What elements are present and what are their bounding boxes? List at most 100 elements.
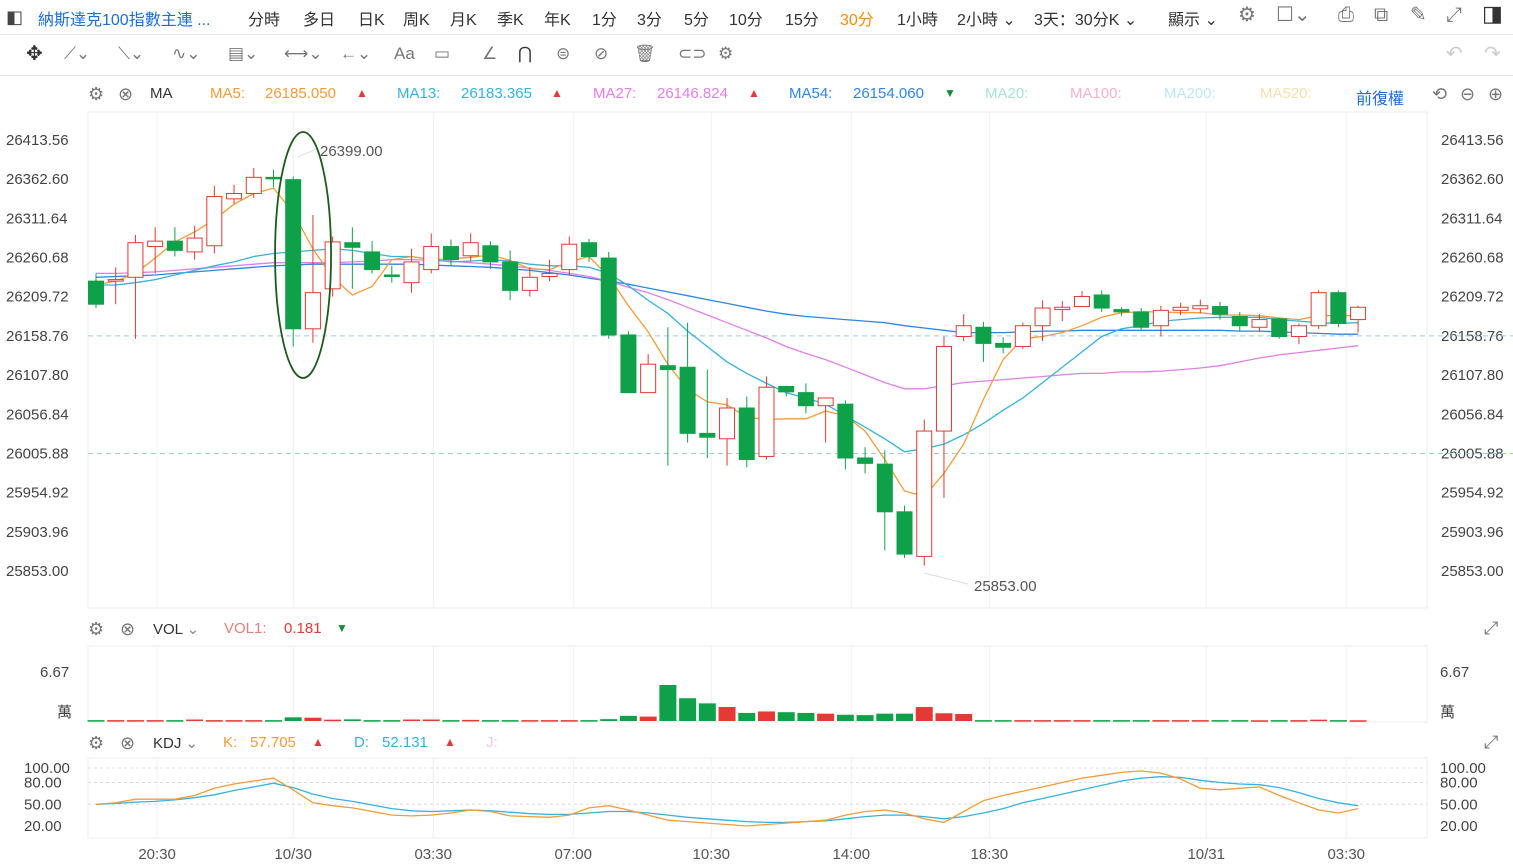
vol-expand-icon[interactable]: ⤢ [1484,618,1499,638]
ma-label: MA54: [789,85,833,102]
candle-body [797,392,814,407]
period-tab[interactable]: 周K [403,12,430,29]
measure-icon[interactable]: ⟷⌄ [284,44,323,63]
instrument-title[interactable]: 納斯達克100指數主連 ... [38,12,211,29]
candle-body [1172,306,1189,311]
volume-bar [935,713,953,721]
kdj-k-line [95,770,1359,827]
volume-bar [1329,720,1347,722]
kdj-expand-icon[interactable]: ⤢ [1484,732,1499,752]
volume-bar [1053,720,1071,722]
volume-bar [343,719,361,721]
pencil-icon[interactable]: ✎ [1410,4,1427,26]
ma-value: 26183.365 [461,85,532,102]
ma-arrow: ▲ [551,86,563,100]
kdj-settings-icon[interactable]: ⚙ [88,733,105,753]
ma-label: MA200: [1164,85,1216,102]
price-tick-left: 26311.64 [6,210,67,227]
trend-line-icon[interactable]: ⟋⌄ [64,44,91,63]
volume-bar [1152,720,1170,722]
volume-bar [245,720,263,722]
display-menu[interactable]: 顯示 ⌄ [1168,12,1218,29]
low-price-label: 25853.00 [974,578,1037,595]
fib-icon[interactable]: ▤⌄ [228,44,259,63]
period-tab[interactable]: 日K [358,12,385,29]
candle-body [285,179,302,330]
period-tab[interactable]: 月K [450,12,477,29]
volume-bar [1290,720,1308,722]
period-tab[interactable]: 年K [544,12,571,29]
kdj-indicator-name[interactable]: KDJ ⌄ [153,735,199,752]
camera-icon[interactable]: ⎙ [1338,4,1354,26]
volume-bar [442,720,460,722]
chart-style-icon[interactable]: ☐⌄ [1276,4,1311,26]
redo-icon[interactable]: ↷ [1484,43,1501,65]
move-icon[interactable]: ✥ [26,43,43,65]
ma-arrow: ▲ [356,86,368,100]
reset-icon[interactable]: ⟲ [1432,84,1448,104]
trash-icon[interactable]: 🗑︎ [634,44,656,63]
period-tab[interactable]: 1小時 [897,12,938,29]
ma-label: MA520: [1260,85,1312,102]
candle-body [1330,292,1347,324]
vol-pane-frame [87,645,1428,723]
arrow-left-icon[interactable]: ←⌄ [340,44,372,63]
period-tab[interactable]: 3分 [637,12,662,29]
ma-close-icon[interactable]: ⊗ [118,84,134,104]
period-tab[interactable]: 10分 [729,12,763,29]
volume-bar [836,714,854,721]
price-tick-left: 26413.56 [6,132,69,149]
tool-settings-icon[interactable]: ⚙ [718,44,734,63]
candle-body [324,241,341,290]
candle-body [719,407,736,440]
vol-indicator-name[interactable]: VOL ⌄ [153,621,200,638]
volume-bar [738,712,756,721]
sidebar-toggle-icon[interactable]: ◧ [6,7,24,27]
fullscreen-icon[interactable]: ⤢ [1446,4,1462,26]
undo-icon[interactable]: ↶ [1446,43,1463,65]
period-tab[interactable]: 15分 [785,12,819,29]
channel-icon[interactable]: ⟍⌄ [118,44,145,63]
volume-bar [1093,720,1111,722]
zoom-out-icon[interactable]: ⊖ [1460,84,1476,104]
adjust-button[interactable]: 前復權 [1356,91,1405,108]
period-tab[interactable]: 季K [497,12,524,29]
comment-icon[interactable]: ▭ [434,44,451,63]
candle-body [521,276,538,291]
settings-icon[interactable]: ⚙ [1238,4,1256,26]
period-tab[interactable]: 2小時 ⌄ [957,12,1016,29]
period-tab[interactable]: 多日 [303,12,336,29]
period-tab[interactable]: 1分 [592,12,617,29]
ruler-icon[interactable]: ∠ [482,44,498,63]
link-icon[interactable]: ⊂⊃ [678,44,707,63]
hide-icon[interactable]: ⊘ [594,44,609,63]
candle-body [1290,325,1307,337]
lock-icon[interactable]: ⊜ [556,44,571,63]
period-tab[interactable]: 5分 [684,12,709,29]
candle-body [423,246,440,271]
volume-bar [1073,720,1091,722]
volume-bar [304,717,322,721]
magnet-icon[interactable]: ⋂ [518,44,532,63]
ma-indicator-name[interactable]: MA [150,85,173,102]
wave-icon[interactable]: ∿⌄ [172,44,201,63]
candle-body [699,432,716,438]
high-price-label: 26399.00 [320,143,383,160]
vol-close-icon[interactable]: ⊗ [120,619,136,639]
panel-toggle-icon[interactable]: ◨ [1482,1,1503,26]
high-leader-line [297,148,317,158]
period-tab[interactable]: 30分 [840,12,874,29]
volume-bar [1270,720,1288,722]
kdj-close-icon[interactable]: ⊗ [120,733,136,753]
candle-body [857,457,874,464]
ma-settings-icon[interactable]: ⚙ [88,84,105,104]
text-icon[interactable]: Aa [394,44,415,63]
candle-body [1133,311,1150,328]
vol-settings-icon[interactable]: ⚙ [88,619,105,639]
period-tab[interactable]: 分時 [248,12,281,29]
zoom-in-icon[interactable]: ⊕ [1488,84,1504,104]
range-selector[interactable]: 3天：30分K ⌄ [1034,12,1138,29]
price-tick-left: 26260.68 [6,250,69,267]
image-icon[interactable]: ⧉ [1374,4,1389,26]
candle-body [1093,294,1110,309]
